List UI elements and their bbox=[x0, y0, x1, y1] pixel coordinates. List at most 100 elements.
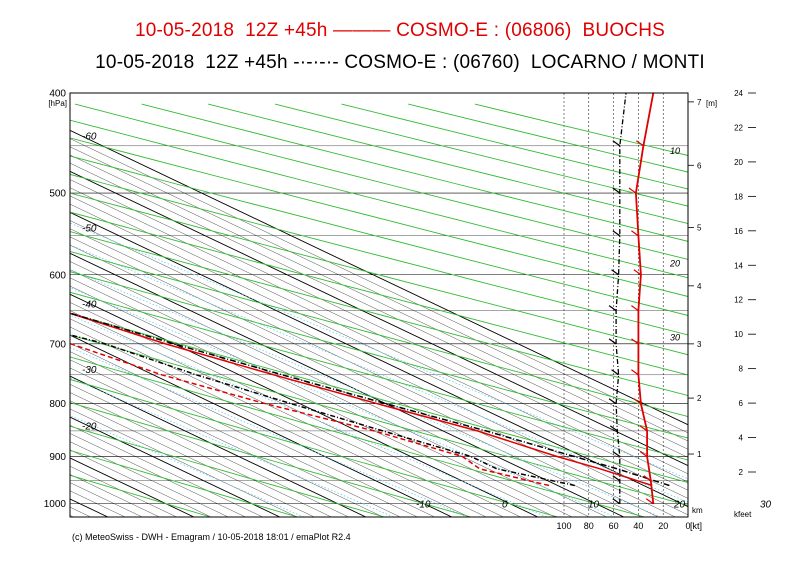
height-m-tick-label: 6 bbox=[697, 161, 702, 170]
temp-label-bottom: 0 bbox=[502, 500, 508, 511]
wind-barb bbox=[631, 369, 639, 376]
title-locarno: 10-05-2018 12Z +45h -·-·-·- COSMO-E : (0… bbox=[95, 52, 705, 73]
mixing-ratio-line bbox=[70, 269, 662, 517]
title-buochs: 10-05-2018 12Z +45h ——— COSMO-E : (06806… bbox=[134, 20, 666, 41]
wind-barb bbox=[608, 305, 617, 312]
pressure-tick-label: 1000 bbox=[44, 499, 67, 510]
height-m-unit-label: [m] bbox=[706, 99, 717, 108]
height-m-tick-label: 5 bbox=[697, 224, 702, 233]
isotherm-line bbox=[70, 269, 590, 517]
dewpoint-profile-buochs bbox=[70, 342, 550, 487]
pressure-tick-label: 600 bbox=[49, 270, 66, 281]
isotherm-line bbox=[70, 408, 298, 517]
height-m-tick-label: 1 bbox=[697, 450, 702, 459]
wind-kt-tick-label: 100 bbox=[556, 521, 571, 531]
pressure-axis-label: [hPa] bbox=[48, 99, 67, 108]
wind-barb bbox=[612, 230, 621, 237]
wind-barb bbox=[611, 369, 619, 376]
temp-label-bottom: 10 bbox=[588, 500, 600, 511]
isotherm-line bbox=[70, 318, 487, 517]
isotherm-line bbox=[70, 351, 418, 517]
isotherm-line bbox=[70, 170, 688, 467]
dry-adiabat-line bbox=[70, 137, 688, 297]
dry-adiabat-line bbox=[70, 192, 688, 356]
isotherm-line bbox=[70, 506, 91, 517]
pressure-tick-label: 700 bbox=[49, 339, 66, 350]
kfeet-tick-label: 10 bbox=[734, 330, 743, 339]
kfeet-tick-label: 24 bbox=[734, 89, 743, 98]
pressure-tick-label: 900 bbox=[49, 452, 66, 463]
isotherm-line bbox=[70, 392, 332, 517]
dry-adiabat-line bbox=[70, 119, 688, 279]
temperature-profile-buochs bbox=[70, 312, 653, 487]
kfeet-unit-label: kfeet bbox=[734, 510, 752, 519]
mixing-ratio-line bbox=[70, 314, 547, 517]
isotherm-line bbox=[70, 326, 470, 517]
temperature-profile-locarno bbox=[70, 312, 670, 487]
isotherm-line bbox=[70, 375, 367, 517]
pressure-tick-label: 400 bbox=[49, 89, 66, 100]
wind-barb bbox=[612, 140, 621, 147]
isotherm-line bbox=[70, 211, 688, 508]
dry-adiabat-line bbox=[74, 103, 688, 260]
wind-barb bbox=[631, 338, 639, 345]
isotherm-line bbox=[0, 93, 5, 517]
isotherm-line bbox=[70, 425, 263, 517]
wind-barb bbox=[611, 269, 619, 276]
kfeet-tick-label: 4 bbox=[739, 434, 744, 443]
dry-adiabat-line bbox=[70, 449, 298, 517]
wind-barb bbox=[624, 93, 626, 94]
isotherm-line bbox=[70, 162, 688, 458]
dry-adiabat-line bbox=[70, 231, 688, 397]
isotherm-line bbox=[70, 129, 688, 426]
dry-adiabat-line bbox=[70, 211, 688, 376]
kfeet-tick-label: 18 bbox=[734, 192, 743, 201]
isotherm-line bbox=[70, 261, 607, 517]
isotherm-line bbox=[0, 93, 39, 517]
dry-adiabat-line bbox=[274, 103, 688, 207]
isotherm-line bbox=[70, 179, 688, 475]
wind-barb bbox=[633, 398, 642, 405]
isotherm-line bbox=[70, 220, 688, 515]
wind-barb bbox=[608, 398, 617, 405]
isotherm-line bbox=[70, 416, 281, 517]
dry-adiabat-line bbox=[70, 173, 688, 336]
isotherm-line bbox=[70, 367, 384, 517]
height-m-tick-label: 7 bbox=[697, 98, 702, 107]
dry-adiabat-line bbox=[70, 155, 688, 316]
wind-barb bbox=[631, 230, 639, 237]
isotherm-line bbox=[70, 146, 688, 442]
plot-area bbox=[0, 93, 688, 517]
mixing-ratio-line bbox=[70, 222, 688, 480]
kfeet-tick-label: 2 bbox=[739, 468, 744, 477]
isotherm-line bbox=[70, 187, 688, 483]
wind-barb bbox=[628, 187, 637, 194]
isotherm-line bbox=[70, 359, 401, 517]
wind-barb bbox=[612, 475, 621, 482]
dry-adiabat-line bbox=[70, 334, 688, 506]
pressure-tick-label: 500 bbox=[49, 189, 66, 200]
isotherm-line bbox=[70, 277, 573, 517]
isotherm-line bbox=[70, 302, 521, 517]
kfeet-tick-label: 6 bbox=[739, 399, 744, 408]
wind-barb bbox=[639, 425, 648, 432]
temp-label-bottom: 30 bbox=[760, 500, 772, 511]
isotherm-line bbox=[70, 334, 453, 517]
isotherm-line bbox=[70, 310, 504, 517]
dry-adiabat-line bbox=[70, 291, 688, 461]
isotherm-line bbox=[70, 384, 349, 517]
temp-label-bottom: -10 bbox=[416, 500, 431, 511]
dry-adiabat-line bbox=[70, 402, 472, 517]
temp-label-left: -20 bbox=[82, 422, 97, 433]
isotherm-line bbox=[70, 138, 688, 434]
isotherm-line bbox=[0, 93, 22, 517]
footer-credit: (c) MeteoSwiss - DWH - Emagram / 10-05-2… bbox=[72, 532, 351, 542]
km-unit-label: km bbox=[692, 506, 703, 515]
mixing-ratio-line bbox=[70, 346, 468, 517]
temp-label-left: -30 bbox=[82, 365, 97, 376]
dry-adiabat-line bbox=[141, 103, 688, 242]
isotherm-line bbox=[70, 228, 676, 517]
height-m-tick-label: 3 bbox=[697, 340, 702, 349]
isotherm-line bbox=[70, 154, 688, 450]
